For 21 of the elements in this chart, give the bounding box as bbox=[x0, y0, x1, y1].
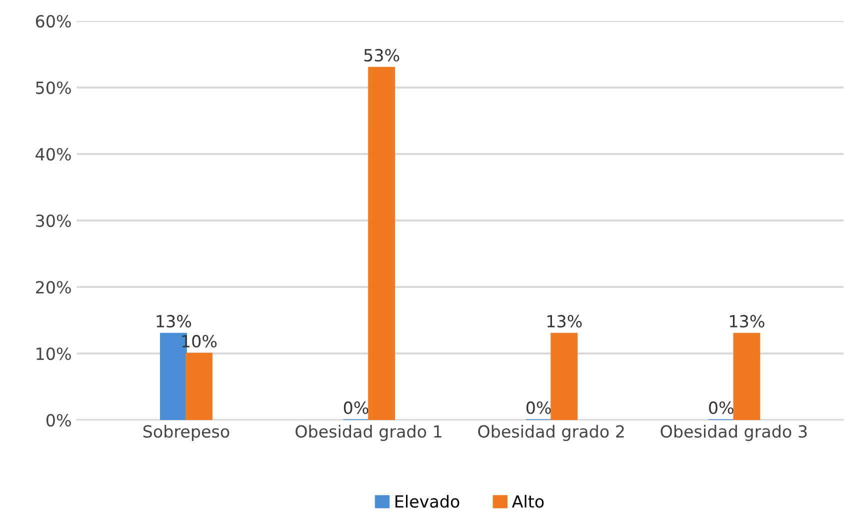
y-tick-label: 0% bbox=[46, 414, 71, 427]
y-tick-label: 10% bbox=[36, 347, 71, 360]
y-tick-label: 60% bbox=[36, 14, 71, 28]
legend-label: Elevado bbox=[396, 494, 460, 508]
y-tick-label: 50% bbox=[36, 81, 71, 94]
data-label: 13% bbox=[730, 314, 764, 328]
x-tick-label: Sobrepeso bbox=[143, 424, 230, 441]
data-label: 13% bbox=[156, 314, 192, 328]
data-label: 13% bbox=[547, 314, 582, 328]
bar bbox=[550, 332, 578, 420]
legend-label: Alto bbox=[512, 494, 544, 508]
y-tick-label: 20% bbox=[36, 280, 71, 294]
bar bbox=[733, 332, 760, 420]
y-tick-label: 40% bbox=[36, 148, 71, 161]
x-tick-label: Obesidad grado 3 bbox=[660, 424, 807, 441]
bar bbox=[368, 66, 396, 420]
data-label: 53% bbox=[364, 48, 400, 62]
x-tick-label: Obesidad grado 2 bbox=[478, 424, 624, 441]
x-tick-label: Obesidad grado 1 bbox=[296, 424, 442, 441]
bar bbox=[186, 352, 212, 420]
y-tick-label: 30% bbox=[36, 214, 71, 228]
